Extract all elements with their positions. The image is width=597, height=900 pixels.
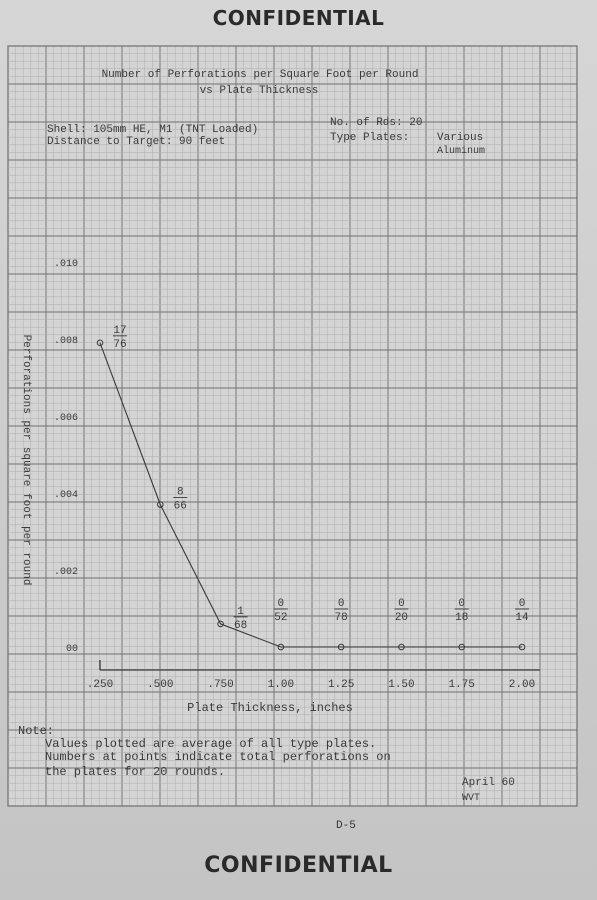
y-tick-label: .006 xyxy=(54,413,78,424)
page-number: D-5 xyxy=(336,820,356,832)
point-label-total: 18 xyxy=(455,612,468,624)
plates-material: Aluminum xyxy=(437,145,485,157)
data-point xyxy=(337,643,345,651)
axes xyxy=(99,660,540,671)
point-label-count: 0 xyxy=(278,598,285,610)
x-tick-label: 1.75 xyxy=(449,679,475,691)
data-point xyxy=(156,501,164,508)
series-polyline xyxy=(99,342,522,648)
point-labels: 17 76 8 66 1 68 0 52 0 78 0 20 0 18 0 14 xyxy=(113,325,529,632)
y-tick-label: .004 xyxy=(54,490,78,501)
x-axis-label: Plate Thickness, inches xyxy=(187,701,353,715)
note-line-3: the plates for 20 rounds. xyxy=(45,765,225,779)
chart-subtitle: vs Plate Thickness xyxy=(200,85,319,97)
x-tick-label: 1.00 xyxy=(268,679,294,691)
x-tick-label: .500 xyxy=(147,679,173,691)
data-points xyxy=(96,339,526,651)
note-line-2: Numbers at points indicate total perfora… xyxy=(45,750,391,764)
point-label-count: 0 xyxy=(338,598,345,610)
rounds-info: No. of Rds: 20 xyxy=(330,117,422,129)
point-label-count: 17 xyxy=(113,325,126,337)
point-label-total: 20 xyxy=(395,612,408,624)
point-label-count: 1 xyxy=(237,606,244,618)
classification-header: CONFIDENTIAL xyxy=(212,6,385,30)
chart-title: Number of Perforations per Square Foot p… xyxy=(102,69,419,81)
data-point xyxy=(518,643,526,651)
x-tick-label: 1.50 xyxy=(388,679,414,691)
y-tick-label: .008 xyxy=(54,336,78,347)
point-label-count: 0 xyxy=(398,598,405,610)
point-label-total: 66 xyxy=(174,501,187,513)
plates-label: Type Plates: xyxy=(330,132,409,144)
x-tick-label: 1.25 xyxy=(328,679,354,691)
point-label-total: 14 xyxy=(515,612,529,624)
data-point xyxy=(96,339,104,347)
y-tick-label: .002 xyxy=(54,567,78,578)
graph-paper-grid xyxy=(7,45,578,807)
distance-info: Distance to Target: 90 feet xyxy=(47,136,225,148)
classification-footer: CONFIDENTIAL xyxy=(204,853,393,878)
data-point xyxy=(277,643,285,651)
data-point xyxy=(398,643,405,651)
y-tick-label: .010 xyxy=(54,259,78,270)
x-tick-label: .750 xyxy=(207,679,233,691)
initials: WVT xyxy=(462,793,480,804)
shell-info: Shell: 105mm HE, M1 (TNT Loaded) xyxy=(47,124,258,136)
note-line-1: Values plotted are average of all type p… xyxy=(45,737,376,751)
point-label-total: 78 xyxy=(335,612,348,624)
point-label-total: 76 xyxy=(113,339,126,351)
point-label-total: 52 xyxy=(274,612,287,624)
y-axis-label: Perforations per square foot per round xyxy=(20,335,32,586)
data-point xyxy=(458,643,466,651)
plates-value: Various xyxy=(437,132,483,144)
point-label-total: 68 xyxy=(234,620,247,632)
series-line xyxy=(99,342,522,648)
point-label-count: 8 xyxy=(177,487,184,499)
point-label-count: 0 xyxy=(519,598,526,610)
tick-labels: .250.500.750 1.00 1.25 1.50 1.75 2.0000.002.0… xyxy=(54,259,535,691)
data-point xyxy=(217,620,224,628)
x-tick-label: 2.00 xyxy=(509,679,535,691)
point-label-count: 0 xyxy=(458,598,465,610)
x-tick-label: .250 xyxy=(87,679,113,691)
y-tick-label: 00 xyxy=(66,644,78,655)
date-note: April 60 xyxy=(462,777,515,789)
note-heading: Note: xyxy=(18,724,54,738)
